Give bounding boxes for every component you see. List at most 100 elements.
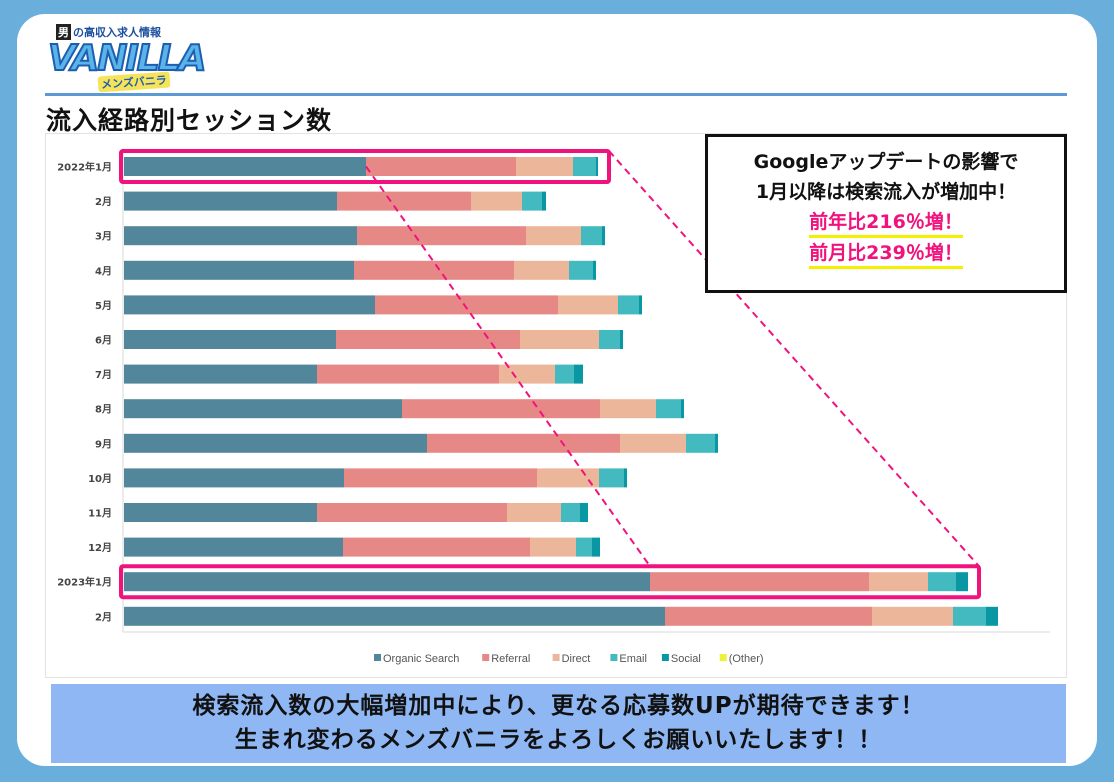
category-label: 12月 bbox=[88, 542, 112, 554]
bar-segment-direct bbox=[514, 260, 569, 280]
bar-segment-referral bbox=[343, 537, 530, 557]
bar-segment-organic-search bbox=[124, 260, 354, 280]
bar-segment-direct bbox=[537, 468, 599, 488]
legend-swatch bbox=[719, 654, 727, 661]
bar-segment-referral bbox=[336, 330, 520, 349]
legend-label: Direct bbox=[562, 653, 591, 665]
category-label: 5月 bbox=[95, 300, 112, 312]
bar-segment-email bbox=[599, 330, 620, 349]
legend-swatch bbox=[482, 654, 490, 661]
category-label: 3月 bbox=[95, 231, 112, 243]
bar-segment-referral bbox=[427, 433, 620, 453]
category-label: 7月 bbox=[95, 369, 112, 381]
bottom-banner: 検索流入数の大幅増加中により、更なる応募数UPが期待できます！ 生まれ変わるメン… bbox=[51, 684, 1066, 763]
bar-segment-referral bbox=[665, 606, 872, 626]
bar-segment-organic-search bbox=[124, 157, 366, 176]
category-label: 2月 bbox=[95, 611, 112, 623]
legend-swatch bbox=[552, 654, 560, 661]
bar-segment-organic-search bbox=[124, 330, 336, 349]
bar-segment-social bbox=[580, 503, 588, 522]
callout-line-2: 1月以降は検索流入が増加中！ bbox=[755, 181, 1017, 203]
bar-segment-email bbox=[522, 191, 542, 211]
bar-segment-direct bbox=[530, 537, 576, 557]
bar-segment-organic-search bbox=[124, 399, 402, 419]
bar-segment-social bbox=[639, 295, 642, 315]
bar-segment-social bbox=[602, 226, 605, 246]
legend-label: Email bbox=[619, 653, 647, 665]
yoy-highlight: 前年比216％増！ bbox=[809, 209, 963, 238]
bar-segment-email bbox=[576, 537, 592, 557]
bar-segment-direct bbox=[471, 191, 522, 211]
bar-segment-direct bbox=[558, 295, 618, 315]
category-label: 2022年1月 bbox=[57, 161, 112, 174]
bar-segment-direct bbox=[526, 226, 581, 246]
bar-segment-social bbox=[986, 606, 998, 626]
bar-segment-referral bbox=[317, 364, 499, 384]
bar-segment-organic-search bbox=[124, 468, 344, 488]
bar-segment-email bbox=[569, 260, 593, 280]
bar-segment-email bbox=[555, 364, 574, 384]
category-label: 9月 bbox=[95, 438, 112, 450]
bar-segment-referral bbox=[402, 399, 600, 419]
dashed-connector bbox=[608, 150, 980, 567]
bar-segment-social bbox=[592, 537, 600, 557]
bar-segment-direct bbox=[499, 364, 555, 384]
bar-segment-email bbox=[953, 606, 986, 626]
legend-swatch bbox=[661, 654, 669, 661]
bar-segment-email bbox=[618, 295, 639, 315]
bar-segment-organic-search bbox=[124, 295, 375, 315]
category-label: 11月 bbox=[88, 508, 112, 520]
logo-tagline: 男の高収入求人情報 bbox=[56, 24, 161, 40]
category-label: 2023年1月 bbox=[57, 576, 112, 589]
bar-segment-social bbox=[574, 364, 583, 384]
bar-segment-organic-search bbox=[124, 503, 317, 522]
bar-segment-referral bbox=[337, 191, 471, 211]
highlight-box bbox=[119, 564, 981, 600]
bar-segment-social bbox=[956, 572, 968, 592]
banner-line-1: 検索流入数の大幅増加中により、更なる応募数UPが期待できます！ bbox=[192, 693, 925, 719]
bar-segment-organic-search bbox=[124, 433, 427, 453]
dashed-connector bbox=[365, 165, 651, 567]
bar-segment-direct bbox=[600, 399, 656, 419]
bar-segment-email bbox=[928, 572, 956, 592]
bar-segment-email bbox=[599, 468, 624, 488]
legend-label: Referral bbox=[491, 653, 530, 665]
header-rule bbox=[45, 93, 1067, 96]
bar-segment-organic-search bbox=[124, 606, 665, 626]
legend-label: (Other) bbox=[729, 653, 764, 665]
bar-segment-email bbox=[686, 433, 715, 453]
chart-frame bbox=[45, 133, 1067, 678]
bar-segment-direct bbox=[516, 157, 573, 176]
category-label: 6月 bbox=[95, 335, 112, 347]
bar-segment-organic-search bbox=[124, 537, 343, 557]
bar-segment-direct bbox=[872, 606, 953, 626]
legend-label: Organic Search bbox=[383, 653, 459, 665]
bar-segment-direct bbox=[620, 433, 686, 453]
category-label: 2月 bbox=[95, 196, 112, 208]
vanilla-logo: 男の高収入求人情報 VANILLA メンズバニラ bbox=[47, 22, 208, 93]
bar-segment-referral bbox=[344, 468, 537, 488]
logo-wordmark: VANILLA bbox=[47, 37, 208, 80]
bar-segment-social bbox=[596, 157, 598, 176]
mom-highlight: 前月比239％増！ bbox=[809, 240, 963, 269]
bar-segment-referral bbox=[650, 572, 869, 592]
bar-segment-social bbox=[542, 191, 546, 211]
bar-segment-email bbox=[656, 399, 681, 419]
callout-line-1: Googleアップデートの影響で bbox=[753, 151, 1019, 173]
bar-segment-organic-search bbox=[124, 226, 357, 246]
bar-segment-email bbox=[581, 226, 602, 246]
bar-segment-social bbox=[593, 260, 596, 280]
legend-swatch bbox=[374, 654, 381, 661]
bar-segment-email bbox=[573, 157, 596, 176]
bar-segment-social bbox=[620, 330, 623, 349]
bar-segment-referral bbox=[375, 295, 558, 315]
bar-segment-direct bbox=[869, 572, 928, 592]
legend-swatch bbox=[610, 654, 618, 661]
highlight-box bbox=[119, 149, 611, 184]
bar-segment-referral bbox=[357, 226, 526, 246]
banner-line-2: 生まれ変わるメンズバニラをよろしくお願いいたします！！ bbox=[234, 727, 883, 753]
category-label: 8月 bbox=[95, 404, 112, 416]
bar-segment-organic-search bbox=[124, 191, 337, 211]
category-label: 4月 bbox=[95, 265, 112, 277]
